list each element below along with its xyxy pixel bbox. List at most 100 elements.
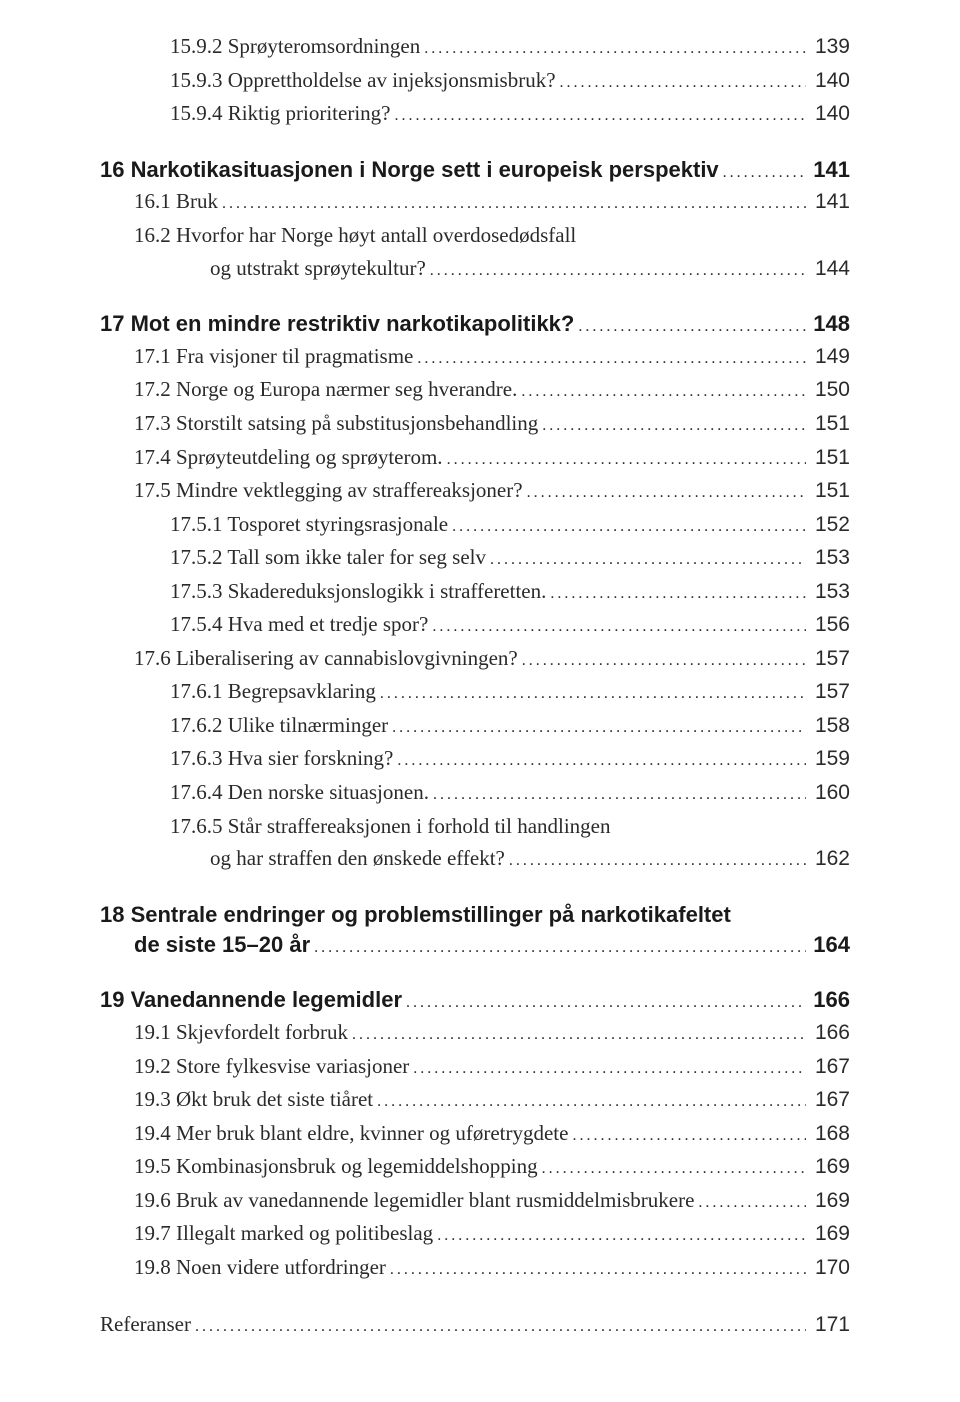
toc-leader-dots — [550, 582, 806, 607]
toc-entry-page: 159 — [810, 743, 850, 776]
toc-entry: 19.7 Illegalt marked og politibeslag 169 — [100, 1217, 850, 1251]
toc-entry-page: 151 — [810, 475, 850, 508]
toc-entry-page: 169 — [810, 1218, 850, 1251]
toc-entry: 15.9.2 Sprøyteromsordningen139 — [100, 30, 850, 64]
toc-leader-dots — [433, 783, 806, 808]
toc-entry: 16.1 Bruk141 — [100, 185, 850, 219]
toc-leader-dots — [377, 1090, 806, 1115]
toc-leader-dots — [394, 104, 806, 129]
toc-entry-page: 151 — [810, 408, 850, 441]
toc-leader-dots — [572, 1124, 806, 1149]
toc-entry: 19.5 Kombinasjonsbruk og legemiddelshopp… — [100, 1150, 850, 1184]
toc-entry: 17.6 Liberalisering av cannabislovgivnin… — [100, 642, 850, 676]
toc-entry: 17.5.4 Hva med et tredje spor? 156 — [100, 608, 850, 642]
toc-entry-label: 18 Sentrale endringer og problemstilling… — [100, 900, 731, 931]
toc-entry-label: og utstrakt sprøytekultur? — [210, 252, 426, 285]
toc-entry-page: 144 — [810, 253, 850, 286]
toc-entry-page: 160 — [810, 777, 850, 810]
toc-leader-dots — [447, 448, 806, 473]
toc-entry-page: 169 — [810, 1185, 850, 1218]
toc-entry-label: 17.6.1 Begrepsavklaring — [170, 675, 376, 708]
toc-entry: 17.2 Norge og Europa nærmer seg hverandr… — [100, 373, 850, 407]
toc-leader-dots — [390, 1258, 806, 1283]
toc-entry: 17.6.1 Begrepsavklaring 157 — [100, 675, 850, 709]
toc-entry-page: 157 — [810, 676, 850, 709]
toc-entry-label: Referanser — [100, 1308, 191, 1341]
toc-entry-page: 167 — [810, 1051, 850, 1084]
toc-entry: 15.9.4 Riktig prioritering? 140 — [100, 97, 850, 131]
toc-leader-dots — [424, 37, 806, 62]
toc-entry-page: 158 — [810, 710, 850, 743]
toc-leader-dots — [527, 481, 806, 506]
toc-entry-label: 15.9.3 Opprettholdelse av injeksjonsmisb… — [170, 64, 556, 97]
toc-entry-label: 17.5.2 Tall som ikke taler for seg selv — [170, 541, 486, 574]
toc-entry-page: 162 — [810, 843, 850, 876]
toc-entry-page: 153 — [810, 576, 850, 609]
toc-entry-page: 148 — [810, 309, 850, 340]
toc-entry-label: 19.1 Skjevfordelt forbruk — [134, 1016, 348, 1049]
toc-entry-label: 15.9.4 Riktig prioritering? — [170, 97, 390, 130]
toc-entry: 18 Sentrale endringer og problemstilling… — [100, 900, 850, 931]
toc-entry: 19.4 Mer bruk blant eldre, kvinner og uf… — [100, 1117, 850, 1151]
toc-leader-dots — [195, 1315, 806, 1340]
toc-entry: 17.5.3 Skadereduksjonslogikk i straffere… — [100, 575, 850, 609]
toc-leader-dots — [452, 515, 806, 540]
toc-leader-dots — [522, 649, 806, 674]
toc-entry-label: 17.6.4 Den norske situasjonen. — [170, 776, 429, 809]
toc-entry: 15.9.3 Opprettholdelse av injeksjonsmisb… — [100, 64, 850, 98]
toc-entry-page: 140 — [810, 98, 850, 131]
toc-entry-page: 153 — [810, 542, 850, 575]
toc-entry: 17.6.4 Den norske situasjonen. 160 — [100, 776, 850, 810]
toc-leader-dots — [352, 1023, 806, 1048]
toc-entry: 19.2 Store fylkesvise variasjoner 167 — [100, 1050, 850, 1084]
toc-leader-dots — [509, 849, 806, 874]
toc-entry-label: 19 Vanedannende legemidler — [100, 985, 402, 1016]
table-of-contents: 15.9.2 Sprøyteromsordningen13915.9.3 Opp… — [100, 30, 850, 1342]
toc-entry-page: 166 — [810, 1017, 850, 1050]
toc-entry: 17.3 Storstilt satsing på substitusjonsb… — [100, 407, 850, 441]
toc-entry-label: 19.7 Illegalt marked og politibeslag — [134, 1217, 433, 1250]
toc-leader-dots — [417, 347, 806, 372]
toc-entry-label: 16.2 Hvorfor har Norge høyt antall overd… — [134, 219, 576, 252]
toc-entry-page: 139 — [810, 31, 850, 64]
toc-leader-dots — [490, 548, 806, 573]
toc-entry-label: 17.2 Norge og Europa nærmer seg hverandr… — [134, 373, 517, 406]
toc-entry-label: 17.6.2 Ulike tilnærminger — [170, 709, 388, 742]
toc-entry-label: 19.5 Kombinasjonsbruk og legemiddelshopp… — [134, 1150, 538, 1183]
toc-entry: 17.1 Fra visjoner til pragmatisme149 — [100, 340, 850, 374]
toc-entry: 17 Mot en mindre restriktiv narkotikapol… — [100, 309, 850, 340]
toc-entry: Referanser 171 — [100, 1308, 850, 1342]
toc-leader-dots — [437, 1224, 806, 1249]
toc-entry-label: 17.6.3 Hva sier forskning? — [170, 742, 393, 775]
toc-entry-page: 156 — [810, 609, 850, 642]
toc-leader-dots — [406, 992, 806, 1014]
toc-entry: 19.1 Skjevfordelt forbruk 166 — [100, 1016, 850, 1050]
toc-entry-label: 17 Mot en mindre restriktiv narkotikapol… — [100, 309, 574, 340]
toc-entry-page: 164 — [810, 930, 850, 961]
toc-entry-page: 149 — [810, 341, 850, 374]
toc-entry: 19.3 Økt bruk det siste tiåret167 — [100, 1083, 850, 1117]
toc-entry-label: 19.8 Noen videre utfordringer — [134, 1251, 386, 1284]
toc-entry-label: 17.4 Sprøyteutdeling og sprøyterom. — [134, 441, 443, 474]
toc-entry-label: 17.5.4 Hva med et tredje spor? — [170, 608, 428, 641]
toc-entry: 17.5.2 Tall som ikke taler for seg selv 1… — [100, 541, 850, 575]
toc-leader-dots — [432, 615, 806, 640]
toc-leader-dots — [430, 259, 806, 284]
toc-entry-page: 171 — [810, 1309, 850, 1342]
toc-entry-page: 140 — [810, 65, 850, 98]
toc-entry-page: 157 — [810, 643, 850, 676]
toc-leader-dots — [723, 162, 806, 184]
toc-entry: 19 Vanedannende legemidler 166 — [100, 985, 850, 1016]
toc-entry: 16 Narkotikasituasjonen i Norge sett i e… — [100, 155, 850, 186]
toc-entry: 17.6.3 Hva sier forskning? 159 — [100, 742, 850, 776]
toc-entry-page: 166 — [810, 985, 850, 1016]
toc-leader-dots — [521, 380, 806, 405]
toc-entry-page: 168 — [810, 1118, 850, 1151]
toc-entry-label: de siste 15–20 år — [134, 930, 310, 961]
toc-entry-label: 19.2 Store fylkesvise variasjoner — [134, 1050, 409, 1083]
toc-entry: og utstrakt sprøytekultur? 144 — [100, 252, 850, 286]
toc-entry: 17.5.1 Tosporet styringsrasjonale152 — [100, 508, 850, 542]
toc-entry-page: 141 — [810, 155, 850, 186]
toc-leader-dots — [380, 682, 806, 707]
toc-leader-dots — [560, 71, 806, 96]
